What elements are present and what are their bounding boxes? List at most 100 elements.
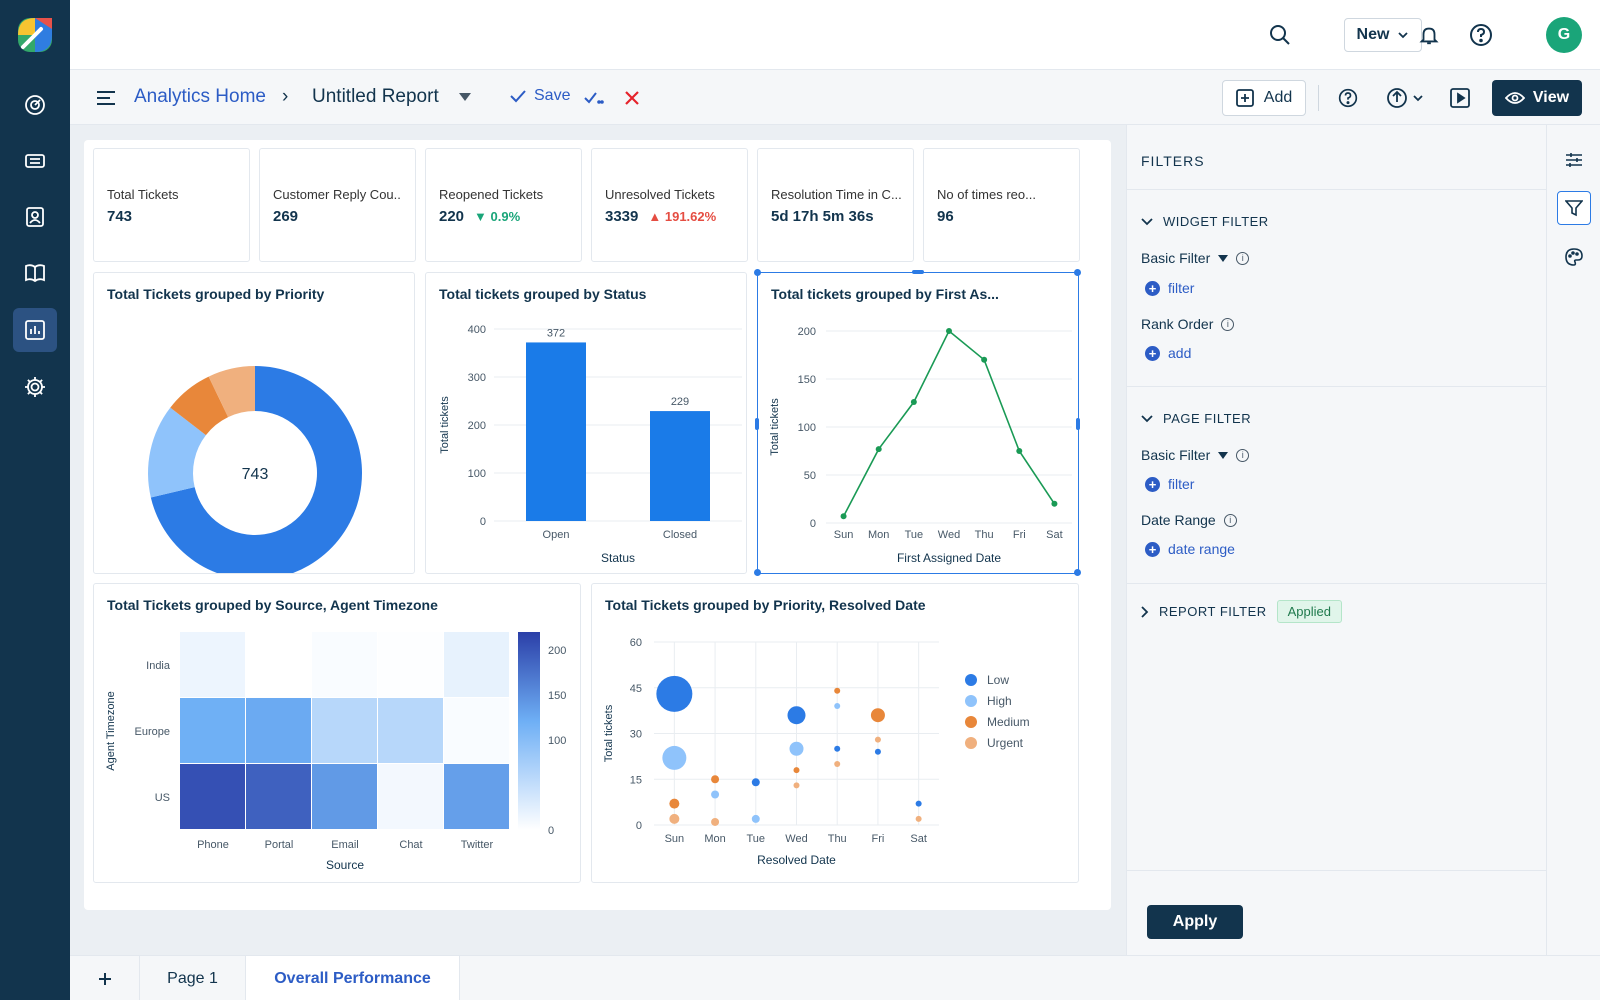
- new-button[interactable]: New: [1344, 18, 1422, 52]
- donut-center-total: 743: [242, 466, 269, 483]
- resize-handle[interactable]: [754, 269, 761, 276]
- add-rank-order-link[interactable]: + add: [1145, 345, 1191, 361]
- search-icon[interactable]: [1265, 20, 1295, 50]
- add-label: Add: [1263, 89, 1293, 106]
- add-page-filter-link[interactable]: + filter: [1145, 476, 1194, 492]
- add-widget-filter-link[interactable]: + filter: [1145, 280, 1194, 296]
- kpi-card[interactable]: No of times reo... 96: [923, 148, 1080, 262]
- heatmap-color-scale: [518, 632, 540, 830]
- info-icon[interactable]: i: [1221, 317, 1235, 331]
- info-icon[interactable]: i: [1236, 251, 1250, 265]
- kpi-value: 3339: [605, 208, 639, 225]
- app-logo[interactable]: [17, 17, 53, 53]
- kpi-card[interactable]: Resolution Time in C... 5d 17h 5m 36s: [757, 148, 914, 262]
- report-filter-toggle[interactable]: REPORT FILTER Applied: [1141, 600, 1343, 623]
- report-help-icon[interactable]: [1336, 86, 1360, 110]
- report-canvas: Total Tickets 743 Customer Reply Cou.. 269 R…: [84, 140, 1111, 910]
- kpi-value-row: 96: [937, 208, 954, 225]
- scale-tick-label: 200: [548, 645, 566, 657]
- caret-down-icon[interactable]: [1218, 451, 1229, 459]
- filter-link-text: filter: [1168, 476, 1195, 492]
- applied-badge: Applied: [1276, 600, 1343, 623]
- resize-handle-top[interactable]: [912, 270, 924, 274]
- title-dropdown-icon[interactable]: [456, 90, 474, 104]
- y-tick-label: 15: [630, 774, 642, 786]
- breadcrumb-analytics-home[interactable]: Analytics Home: [134, 86, 266, 107]
- widget-title: Total Tickets grouped by Priority: [107, 286, 325, 302]
- kpi-card[interactable]: Total Tickets 743: [93, 148, 250, 262]
- info-icon[interactable]: i: [1236, 448, 1250, 462]
- kpi-card[interactable]: Customer Reply Cou.. 269: [259, 148, 416, 262]
- chevron-down-icon: [1141, 414, 1153, 422]
- y-tick-label: 0: [480, 516, 486, 528]
- tab-page-1[interactable]: Page 1: [140, 956, 246, 1000]
- line-series: [842, 329, 1056, 517]
- left-nav: [0, 0, 70, 1000]
- priority-donut-widget[interactable]: Total Tickets grouped by Priority 743: [93, 272, 415, 574]
- x-axis-label: Status: [601, 551, 635, 565]
- kpi-value: 220: [439, 208, 465, 225]
- kpi-value-row: 3339 ▲ 191.62%: [605, 208, 716, 225]
- heatmap-cell: [378, 632, 443, 697]
- plus-circle-icon: +: [1145, 280, 1160, 296]
- add-date-range-link[interactable]: + date range: [1145, 541, 1235, 557]
- save-button[interactable]: Save: [510, 87, 570, 105]
- add-widget-button[interactable]: Add: [1222, 80, 1306, 116]
- filter-funnel-icon[interactable]: [1557, 191, 1591, 225]
- first-assigned-line-widget[interactable]: Total tickets grouped by First As... 0 50…: [754, 269, 1081, 576]
- plus-icon: [98, 972, 111, 985]
- add-page-button[interactable]: [70, 956, 140, 1000]
- check-icon: [510, 90, 526, 103]
- source-timezone-heatmap-widget[interactable]: Total Tickets grouped by Source, Agent T…: [93, 583, 581, 883]
- nav-knowledge-base-icon[interactable]: [13, 251, 57, 295]
- plus-circle-icon: +: [1145, 476, 1160, 492]
- resize-handle[interactable]: [1074, 569, 1081, 576]
- page-filter-toggle[interactable]: PAGE FILTER: [1141, 411, 1251, 426]
- basic-filter-label: Basic Filter i: [1141, 447, 1250, 463]
- kpi-card[interactable]: Reopened Tickets 220 ▼ 0.9%: [425, 148, 582, 262]
- caret-down-icon[interactable]: [1218, 254, 1229, 262]
- legend-label: Medium: [987, 715, 1030, 729]
- nav-tickets-icon[interactable]: [13, 139, 57, 183]
- x-tick-label: Closed: [663, 529, 697, 541]
- priority-resolved-scatter-widget[interactable]: Total Tickets grouped by Priority, Resol…: [591, 583, 1079, 883]
- widget-filter-section: WIDGET FILTER Basic Filter i + filter Ra…: [1127, 189, 1547, 387]
- resize-handle-left[interactable]: [755, 418, 759, 430]
- menu-icon[interactable]: [94, 86, 118, 110]
- resize-handle-right[interactable]: [1076, 418, 1080, 430]
- bubble-low: [787, 706, 806, 725]
- nav-dashboard-icon[interactable]: [13, 83, 57, 127]
- export-share-icon[interactable]: [1384, 86, 1428, 110]
- save-as-icon[interactable]: [582, 88, 606, 108]
- user-avatar[interactable]: G: [1546, 17, 1582, 53]
- kpi-label: Customer Reply Cou..: [273, 187, 401, 202]
- discard-close-icon[interactable]: [622, 88, 642, 108]
- report-title[interactable]: Untitled Report: [312, 86, 439, 107]
- present-play-icon[interactable]: [1448, 86, 1472, 110]
- palette-theme-icon[interactable]: [1557, 240, 1591, 274]
- nav-analytics-icon[interactable]: [13, 308, 57, 352]
- notifications-bell-icon[interactable]: [1414, 20, 1444, 50]
- heatmap-cell: [180, 698, 245, 763]
- date-range-label: Date Range i: [1141, 512, 1237, 528]
- widget-filter-toggle[interactable]: WIDGET FILTER: [1141, 214, 1269, 229]
- kpi-card[interactable]: Unresolved Tickets 3339 ▲ 191.62%: [591, 148, 748, 262]
- heatmap-cell: [444, 764, 509, 829]
- help-icon[interactable]: [1466, 20, 1496, 50]
- y-tick-label: 300: [468, 372, 486, 384]
- settings-sliders-icon[interactable]: [1557, 143, 1591, 177]
- resize-handle[interactable]: [754, 569, 761, 576]
- heatmap-cell: [444, 698, 509, 763]
- nav-contacts-icon[interactable]: [13, 195, 57, 239]
- view-label: View: [1532, 89, 1570, 106]
- view-button[interactable]: View: [1492, 80, 1582, 116]
- tab-overall-performance[interactable]: Overall Performance: [246, 956, 460, 1000]
- status-bar-widget[interactable]: Total tickets grouped by Status 0 100 200 3…: [425, 272, 747, 574]
- bar-value-label: 229: [671, 396, 689, 408]
- report-filter-section: REPORT FILTER Applied: [1127, 583, 1547, 643]
- apply-button[interactable]: Apply: [1147, 905, 1243, 939]
- resize-handle[interactable]: [1074, 269, 1081, 276]
- info-icon[interactable]: i: [1223, 513, 1237, 527]
- nav-settings-icon[interactable]: [13, 365, 57, 409]
- kpi-value: 743: [107, 208, 133, 225]
